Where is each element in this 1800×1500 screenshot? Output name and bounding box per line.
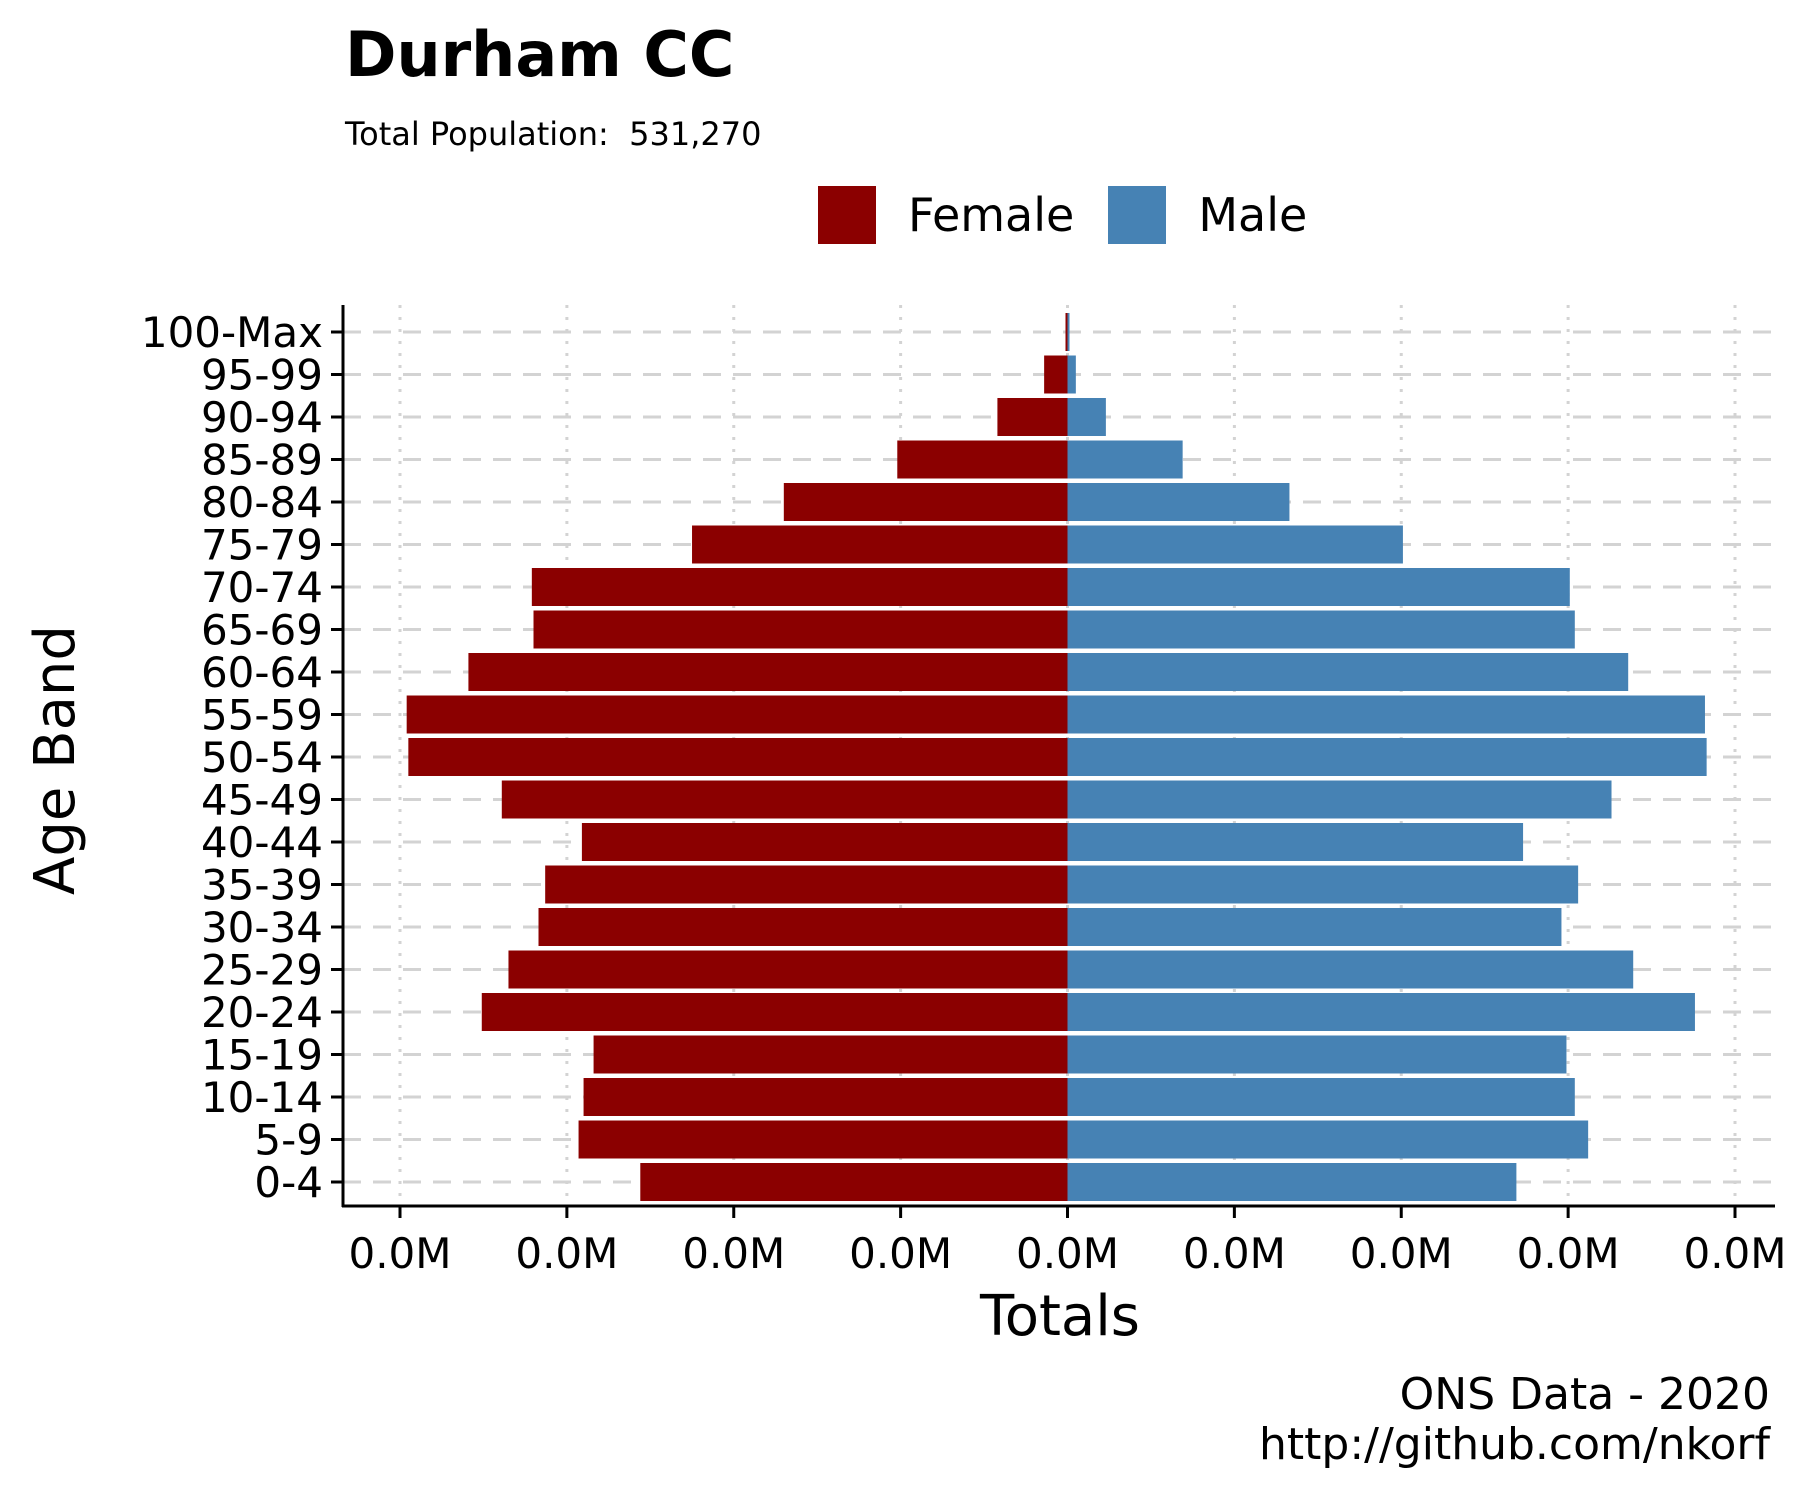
y-tick-label: 90-94 [201, 393, 323, 442]
bar-male-75-79 [1067, 525, 1403, 564]
y-tick-label: 5-9 [254, 1116, 323, 1165]
tick-labels: 0.0M 0.0M 0.0M 0.0M 0.0M 0.0M 0.0M 0.0M 0.0M0-45… [141, 308, 1787, 1278]
x-tick-label: 0.0M [1350, 1229, 1453, 1278]
y-tick-label: 65-69 [201, 606, 323, 655]
bar-male-95-99 [1067, 355, 1076, 394]
x-tick-label: 0.0M [515, 1229, 618, 1278]
bar-female-70-74 [531, 568, 1068, 606]
y-tick-label: 30-34 [201, 903, 323, 952]
y-tick-label: 95-99 [201, 351, 323, 400]
bar-male-25-29 [1067, 950, 1634, 989]
y-tick-label: 20-24 [201, 988, 323, 1037]
y-tick-label: 80-84 [201, 478, 323, 527]
bar-male-70-74 [1067, 568, 1570, 606]
bar-female-30-34 [538, 908, 1068, 946]
caption-source: ONS Data - 2020 [1399, 1369, 1770, 1420]
y-tick-label: 10-14 [201, 1073, 323, 1122]
y-tick-label: 85-89 [201, 436, 323, 485]
bar-female-75-79 [692, 525, 1068, 564]
bars [406, 313, 1707, 1201]
chart-title: Durham CC [345, 18, 735, 91]
y-tick-label: 75-79 [201, 521, 323, 570]
bar-male-90-94 [1067, 398, 1106, 436]
legend-label-male: Male [1198, 188, 1308, 242]
bar-male-30-34 [1067, 908, 1562, 946]
bar-female-80-84 [783, 483, 1068, 521]
bar-female-20-24 [481, 993, 1068, 1031]
bar-female-35-39 [545, 865, 1068, 904]
y-tick-label: 55-59 [201, 691, 323, 740]
bar-female-40-44 [581, 823, 1068, 861]
bar-male-5-9 [1067, 1120, 1589, 1159]
y-tick-label: 100-Max [141, 308, 323, 357]
x-axis-title: Totals [979, 1284, 1140, 1349]
y-tick-label: 35-39 [201, 861, 323, 910]
legend-item-female: Female [818, 186, 1074, 244]
bar-male-65-69 [1067, 610, 1575, 649]
x-tick-label: 0.0M [682, 1229, 785, 1278]
x-tick-label: 0.0M [849, 1229, 952, 1278]
y-tick-label: 40-44 [201, 818, 323, 867]
legend-label-female: Female [908, 188, 1075, 242]
bar-male-100-Max [1067, 313, 1070, 351]
axes [331, 305, 1775, 1218]
bar-female-5-9 [578, 1120, 1068, 1159]
bar-male-35-39 [1067, 865, 1579, 904]
bar-female-65-69 [533, 610, 1068, 649]
bar-female-60-64 [468, 653, 1068, 691]
bar-female-85-89 [897, 440, 1068, 479]
y-tick-label: 25-29 [201, 946, 323, 995]
x-tick-label: 0.0M [1683, 1229, 1786, 1278]
bar-male-50-54 [1067, 738, 1707, 776]
y-tick-label: 50-54 [201, 733, 323, 782]
y-axis-title: Age Band [23, 625, 88, 895]
bar-male-15-19 [1067, 1035, 1567, 1074]
bar-female-25-29 [508, 950, 1068, 989]
chart-subtitle: Total Population: 531,270 [345, 115, 762, 153]
bar-male-85-89 [1067, 440, 1183, 479]
chart-legend: Female Male [818, 186, 1341, 244]
x-tick-label: 0.0M [1517, 1229, 1620, 1278]
y-tick-label: 15-19 [201, 1031, 323, 1080]
y-tick-label: 70-74 [201, 563, 323, 612]
caption-url: http://github.com/nkorf [1259, 1419, 1770, 1470]
bar-female-15-19 [593, 1035, 1068, 1074]
bar-male-80-84 [1067, 483, 1290, 521]
y-tick-label: 60-64 [201, 648, 323, 697]
x-tick-label: 0.0M [1183, 1229, 1286, 1278]
bar-male-60-64 [1067, 653, 1629, 691]
legend-key-male [1108, 186, 1167, 244]
bar-female-100-Max [1065, 313, 1068, 351]
bar-female-0-4 [640, 1163, 1068, 1201]
legend-key-female [818, 186, 876, 244]
bar-female-45-49 [501, 780, 1068, 819]
bar-female-90-94 [997, 398, 1068, 436]
bar-male-20-24 [1067, 993, 1695, 1031]
bar-female-10-14 [583, 1078, 1068, 1116]
bar-male-55-59 [1067, 695, 1705, 734]
x-tick-label: 0.0M [1016, 1229, 1119, 1278]
bar-male-45-49 [1067, 780, 1612, 819]
bar-male-0-4 [1067, 1163, 1517, 1201]
bar-male-10-14 [1067, 1078, 1575, 1116]
bar-male-40-44 [1067, 823, 1524, 861]
legend-item-male: Male [1108, 186, 1307, 244]
chart-caption: ONS Data - 2020 http://github.com/nkorf [1259, 1370, 1770, 1470]
x-tick-label: 0.0M [348, 1229, 451, 1278]
y-tick-label: 45-49 [201, 776, 323, 825]
bar-female-95-99 [1044, 355, 1068, 394]
y-tick-label: 0-4 [254, 1158, 323, 1207]
bar-female-55-59 [406, 695, 1068, 734]
bar-female-50-54 [408, 738, 1068, 776]
